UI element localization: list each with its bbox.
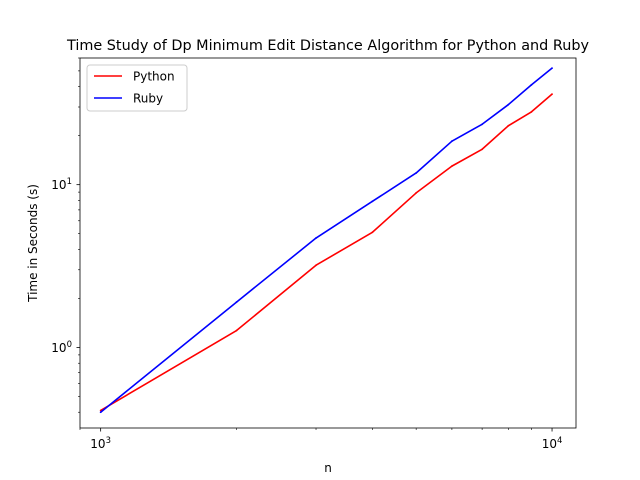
data-point-python xyxy=(371,231,374,234)
data-point-ruby xyxy=(507,103,510,106)
data-point-ruby xyxy=(371,200,374,203)
data-point-ruby xyxy=(551,67,553,70)
data-point-ruby xyxy=(99,411,102,414)
data-point-python xyxy=(507,124,510,127)
data-point-python xyxy=(551,93,553,96)
series-line-ruby xyxy=(100,67,553,413)
data-point-ruby xyxy=(415,172,418,174)
y-tick-label: 100 xyxy=(51,340,72,355)
x-tick-label: 104 xyxy=(542,436,563,451)
legend-label-ruby: Ruby xyxy=(133,92,163,106)
x-axis-label: n xyxy=(324,461,332,475)
data-point-ruby xyxy=(451,140,453,143)
data-point-ruby xyxy=(315,237,317,239)
y-axis-label: Time in Seconds (s) xyxy=(26,184,40,303)
data-point-ruby xyxy=(235,301,238,303)
data-point-python xyxy=(530,110,533,113)
series-line-python xyxy=(100,93,553,412)
ticks-layer: 103 104 100 101 xyxy=(51,57,563,451)
data-point-python xyxy=(415,192,418,194)
data-point-python xyxy=(481,148,484,151)
data-point-ruby xyxy=(481,123,484,126)
data-point-python xyxy=(235,329,238,332)
legend-label-python: Python xyxy=(133,70,175,84)
data-point-python xyxy=(451,165,453,168)
legend: Python Ruby xyxy=(86,64,188,112)
chart-title: Time Study of Dp Minimum Edit Distance A… xyxy=(66,38,589,54)
y-tick-label: 101 xyxy=(51,177,72,192)
x-tick-label: 103 xyxy=(90,436,111,451)
lines-layer xyxy=(99,67,553,414)
data-point-ruby xyxy=(530,84,533,86)
data-point-python xyxy=(315,264,317,267)
plot-area xyxy=(79,57,577,429)
